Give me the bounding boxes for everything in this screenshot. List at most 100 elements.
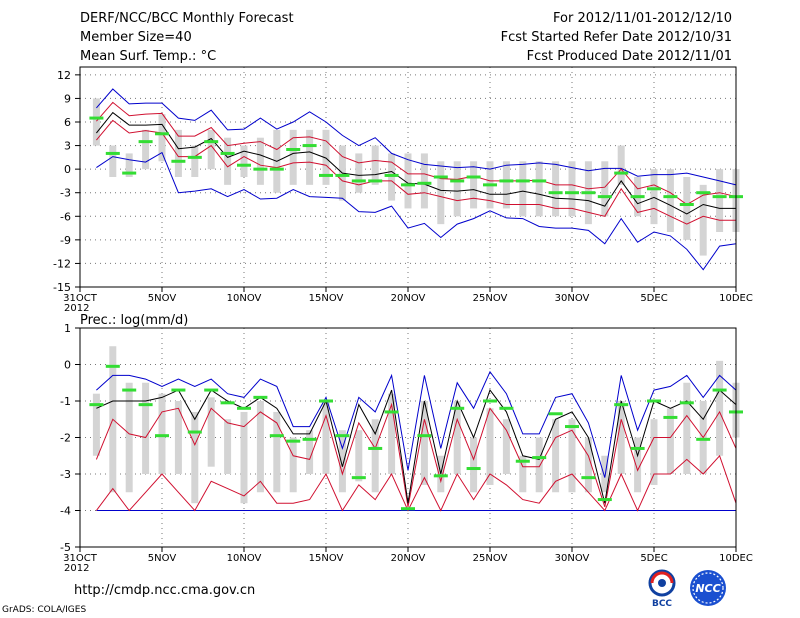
temperature-line-outer-min [96, 151, 737, 271]
temperature-box-1 [92, 98, 100, 146]
precip-panel-title: Prec.: log(mm/d) [80, 313, 188, 328]
temperature-clim-34 [630, 195, 645, 199]
precipitation-box-28 [535, 437, 543, 493]
precipitation-box-39 [716, 360, 724, 456]
source-url[interactable]: http://cmdp.ncc.cma.gov.cn [74, 583, 256, 598]
precipitation-line-outer-max [96, 370, 737, 478]
precipitation-ytick-label-3: -2 [60, 432, 71, 445]
temperature-box-18 [371, 145, 379, 185]
precipitation-clim-29 [548, 412, 563, 416]
precipitation-clim-28 [532, 456, 547, 460]
precipitation-box-36 [666, 408, 674, 474]
precipitation-line-ensemble-mean [96, 389, 737, 504]
temperature-clim-19 [384, 173, 399, 177]
temperature-clim-20 [401, 183, 415, 187]
precipitation-ytick-label-5: -4 [60, 505, 71, 518]
precipitation-clim-14 [302, 437, 317, 441]
precipitation-box-23 [453, 401, 461, 474]
temperature-box-36 [666, 169, 674, 232]
temperature-xtick-label-4: 20NOV [391, 293, 426, 304]
temperature-box-6 [174, 129, 182, 177]
temperature-xtick-label-3: 15NOV [309, 293, 344, 304]
temperature-box-27 [519, 161, 527, 217]
precipitation-clim-30 [565, 425, 579, 429]
temperature-clim-15 [319, 173, 333, 177]
precipitation-clim-4 [138, 403, 153, 407]
temperature-box-32 [601, 161, 609, 217]
temperature-clim-23 [450, 179, 465, 183]
temperature-ytick-label-3: 3 [64, 140, 71, 153]
temperature-clim-37 [679, 203, 694, 206]
precipitation-clim-26 [499, 406, 514, 410]
precipitation-clim-22 [433, 474, 448, 478]
precipitation-ytick-label-6: -5 [60, 541, 71, 554]
temperature-box-13 [289, 129, 297, 185]
precipitation-box-11 [256, 401, 264, 493]
precipitation-box-3 [125, 382, 133, 493]
temperature-clim-25 [483, 183, 497, 187]
precipitation-xtick-label-6: 30NOV [555, 553, 590, 564]
temperature-clim-18 [368, 179, 383, 183]
precipitation-ytick-label-4: -3 [60, 468, 71, 481]
precipitation-clim-5 [155, 434, 169, 438]
temperature-box-30 [568, 161, 576, 217]
temperature-box-19 [388, 153, 396, 201]
ncc-logo: NCC [690, 570, 726, 606]
chart-title: DERF/NCC/BCC Monthly Forecast [80, 11, 294, 26]
temperature-box-14 [306, 129, 314, 185]
temperature-box-2 [109, 145, 117, 177]
temperature-clim-28 [532, 179, 547, 183]
temperature-xtick-label-7: 5DEC [640, 293, 667, 304]
precipitation-clim-24 [466, 467, 481, 471]
precipitation-ytick-label-0: 1 [64, 322, 71, 335]
precipitation-clim-37 [679, 401, 694, 405]
temperature-clim-4 [138, 140, 153, 144]
precipitation-clim-12 [269, 434, 284, 438]
temperature-clim-36 [663, 195, 678, 199]
temperature-box-35 [650, 169, 658, 225]
precipitation-clim-23 [450, 406, 465, 410]
temperature-box-20 [404, 153, 412, 209]
precipitation-box-19 [388, 393, 396, 474]
temperature-box-24 [470, 161, 478, 209]
temperature-box-17 [355, 153, 363, 193]
temperature-clim-3 [122, 171, 137, 175]
temperature-ytick-label-2: 6 [64, 116, 71, 129]
precipitation-box-5 [158, 393, 166, 474]
temperature-clim-13 [286, 148, 301, 151]
precipitation-line-inner-upper [95, 402, 737, 508]
member-size: Member Size=40 [80, 30, 192, 45]
temperature-box-11 [256, 137, 264, 185]
temperature-box-23 [453, 161, 461, 217]
precipitation-clim-39 [712, 388, 727, 392]
temperature-clim-30 [565, 191, 579, 195]
temperature-clim-16 [335, 173, 350, 177]
precipitation-box-25 [486, 408, 494, 485]
precipitation-clim-21 [417, 434, 432, 438]
precipitation-box-34 [634, 437, 642, 493]
temperature-clim-11 [253, 167, 268, 171]
temperature-clim-32 [597, 195, 612, 199]
precipitation-box-10 [240, 411, 248, 504]
precipitation-clim-10 [237, 406, 251, 410]
precipitation-clim-25 [483, 399, 497, 403]
temperature-box-26 [502, 161, 510, 209]
precipitation-box-15 [322, 401, 330, 474]
precipitation-clim-18 [368, 446, 383, 450]
precipitation-xtick-label-0: 31OCT [63, 553, 98, 564]
temperature-clim-22 [433, 175, 448, 179]
precipitation-clim-9 [220, 401, 235, 405]
precipitation-box-31 [584, 437, 592, 493]
precipitation-box-13 [289, 437, 297, 493]
temperature-clim-10 [237, 163, 251, 167]
temperature-line-ensemble-mean [96, 111, 736, 215]
temperature-clim-29 [548, 191, 563, 195]
precipitation-box-33 [617, 401, 625, 474]
temperature-clim-21 [417, 181, 432, 185]
precipitation-box-4 [142, 382, 150, 474]
precipitation-clim-7 [187, 430, 202, 434]
precipitation-ytick-label-2: -1 [60, 395, 71, 408]
temperature-clim-31 [581, 191, 596, 195]
temperature-x-year: 2012 [64, 303, 89, 314]
